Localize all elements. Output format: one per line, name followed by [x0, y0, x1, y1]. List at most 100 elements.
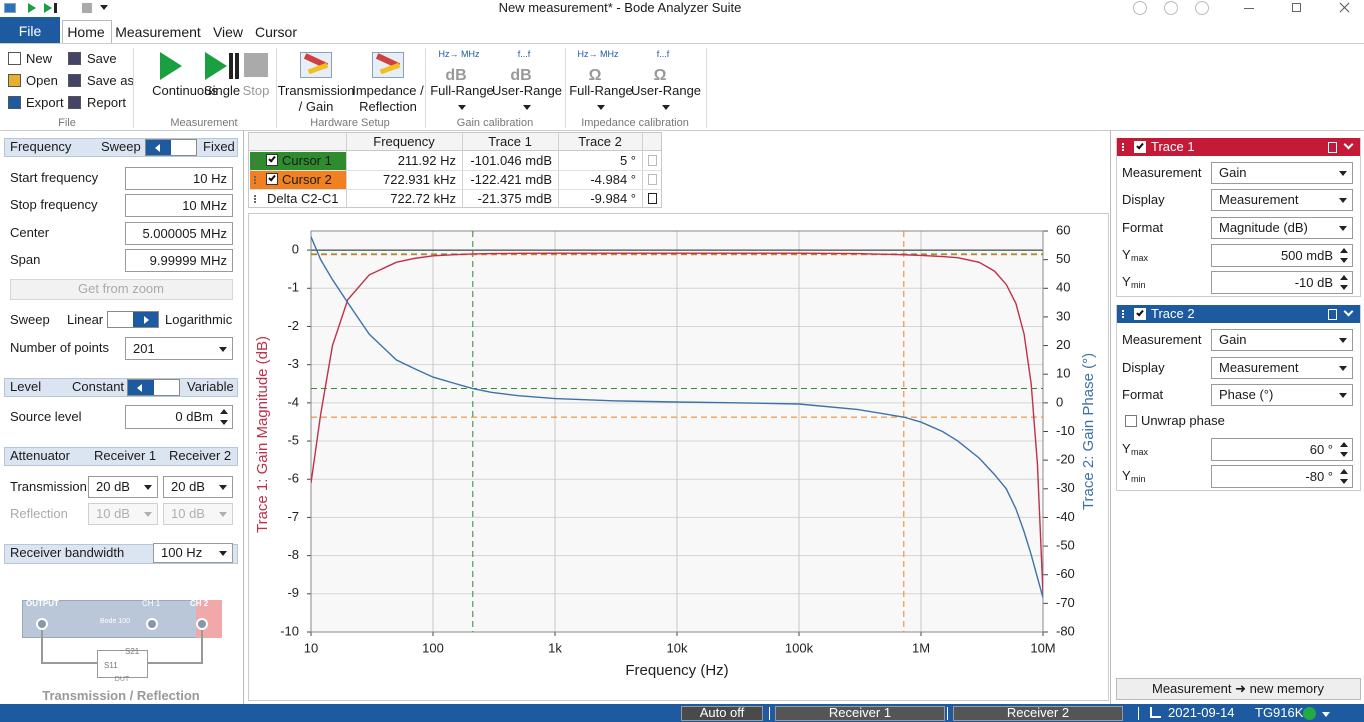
ribbon-button[interactable]: User-Range	[630, 83, 702, 98]
bandwidth-dropdown[interactable]	[153, 543, 233, 563]
continuous-icon[interactable]	[160, 52, 182, 80]
delete-cursor[interactable]	[648, 155, 657, 166]
file-icon[interactable]	[68, 52, 81, 65]
ribbon-button[interactable]: Save	[87, 51, 117, 66]
checkbox[interactable]	[1134, 308, 1146, 320]
cursor-name[interactable]: Cursor 2	[282, 172, 332, 187]
ribbon-button[interactable]: Single	[203, 83, 241, 98]
file-tab[interactable]: File	[18, 23, 42, 39]
y-axis-label: Trace 1: Gain Magnitude (dB)	[254, 336, 271, 533]
minimize-button[interactable]	[1244, 8, 1254, 9]
toggle-arrow	[144, 315, 149, 324]
ribbon-button[interactable]: Continuous	[152, 83, 218, 98]
limit-input[interactable]	[1211, 465, 1353, 488]
limit-input-value: -10 dB	[1294, 274, 1333, 290]
file-icon[interactable]	[8, 52, 21, 65]
toggle-label: Logarithmic	[165, 312, 233, 327]
y2-tick-label: -30	[1056, 480, 1075, 495]
memory-button-label[interactable]: Measurement ➜ new memory	[1151, 681, 1324, 696]
ribbon-button[interactable]: / Gain	[298, 99, 334, 114]
trace-dropdown[interactable]	[1211, 329, 1353, 351]
spin-up	[1340, 275, 1348, 280]
points-dropdown[interactable]	[125, 337, 233, 360]
trace-delete[interactable]	[1328, 142, 1337, 153]
ribbon-button[interactable]: Transmission	[277, 83, 355, 98]
checkbox-label[interactable]: Unwrap phase	[1141, 413, 1225, 428]
row-divider	[249, 189, 661, 190]
file-icon[interactable]	[8, 74, 21, 87]
attenuator-dropdown[interactable]	[163, 476, 233, 498]
frequency-input[interactable]	[125, 194, 233, 217]
field-label: Y	[1122, 247, 1131, 262]
trace-dropdown[interactable]	[1211, 217, 1353, 239]
drag-handle	[1122, 143, 1124, 151]
ribbon-button[interactable]: Stop	[242, 83, 270, 98]
delete-cursor[interactable]	[648, 174, 657, 185]
limit-input[interactable]	[1211, 271, 1353, 294]
ribbon-button[interactable]: Save as	[87, 73, 134, 88]
menu-tab[interactable]: Home	[67, 24, 105, 40]
ribbon-button[interactable]: Report	[87, 95, 127, 110]
file-icon[interactable]	[68, 74, 81, 87]
ribbon-button[interactable]: Full-Range	[430, 83, 494, 98]
device-box	[22, 600, 222, 638]
ribbon-button[interactable]: Impedance /	[352, 83, 424, 98]
checkbox[interactable]	[1125, 415, 1137, 427]
ribbon-separator	[565, 48, 566, 128]
menu-tab[interactable]: View	[212, 24, 244, 40]
limit-input[interactable]	[1211, 244, 1353, 267]
cursor-name[interactable]: Delta C2-C1	[267, 191, 339, 206]
trace-dropdown[interactable]	[1211, 384, 1353, 406]
trace-dropdown-value: Measurement	[1219, 360, 1299, 375]
trace-dropdown-value: Gain	[1219, 165, 1247, 180]
file-icon[interactable]	[8, 96, 21, 109]
ribbon-button[interactable]: User-Range	[491, 83, 563, 98]
trace-delete[interactable]	[1328, 309, 1337, 320]
ribbon-button[interactable]: Export	[26, 95, 64, 110]
checkbox[interactable]	[1134, 141, 1146, 153]
calibration-icon-text: f...f	[517, 49, 531, 59]
cursor-name[interactable]: Cursor 1	[282, 153, 332, 168]
y-tick-label: -6	[287, 471, 299, 486]
frequency-input[interactable]	[125, 167, 233, 190]
trace-dropdown-value: Magnitude (dB)	[1219, 220, 1308, 235]
cursor-value: -122.421 mdB	[470, 172, 552, 187]
source-level-input[interactable]	[125, 405, 233, 429]
ribbon-button[interactable]: Reflection	[359, 99, 417, 114]
trace-line	[311, 236, 1043, 598]
row-divider	[249, 170, 661, 171]
quick-icon-stop	[82, 3, 92, 13]
limit-input[interactable]	[1211, 438, 1353, 461]
y-tick-label: -8	[287, 547, 299, 562]
memory-button[interactable]	[1116, 678, 1361, 700]
file-icon[interactable]	[68, 96, 81, 109]
status-box	[775, 706, 945, 721]
trace-title[interactable]: Trace 1	[1151, 139, 1195, 154]
frequency-input[interactable]	[125, 249, 233, 272]
file-tab-bg[interactable]	[0, 17, 60, 43]
menu-tab[interactable]: Measurement	[115, 24, 201, 40]
trace-dropdown[interactable]	[1211, 189, 1353, 211]
status-auto: Auto off	[699, 705, 745, 720]
dropdown-arrow	[662, 105, 670, 110]
frequency-input[interactable]	[125, 222, 233, 245]
ribbon-button[interactable]: Full-Range	[569, 83, 633, 98]
ribbon-button[interactable]: Open	[26, 73, 58, 88]
section-title: Receiver bandwidth	[10, 545, 125, 560]
ribbon-button[interactable]: New	[26, 51, 53, 66]
trace-dropdown[interactable]	[1211, 357, 1353, 379]
single-icon[interactable]	[205, 52, 227, 80]
maximize-button[interactable]	[1292, 3, 1301, 12]
attenuator-dropdown[interactable]	[88, 476, 158, 498]
checkbox[interactable]	[266, 173, 278, 185]
cursor-value: -101.046 mdB	[470, 153, 552, 168]
home-tab-bg[interactable]	[62, 20, 112, 44]
menu-tab[interactable]: Cursor	[254, 24, 297, 40]
trace-dropdown[interactable]	[1211, 162, 1353, 184]
trace-title[interactable]: Trace 2	[1151, 306, 1195, 321]
checkbox[interactable]	[266, 154, 278, 166]
stop-icon[interactable]	[244, 53, 268, 77]
field-label-sub: max	[1131, 253, 1149, 263]
delete-cursor[interactable]	[648, 193, 657, 204]
field-label: Measurement	[1122, 165, 1202, 180]
